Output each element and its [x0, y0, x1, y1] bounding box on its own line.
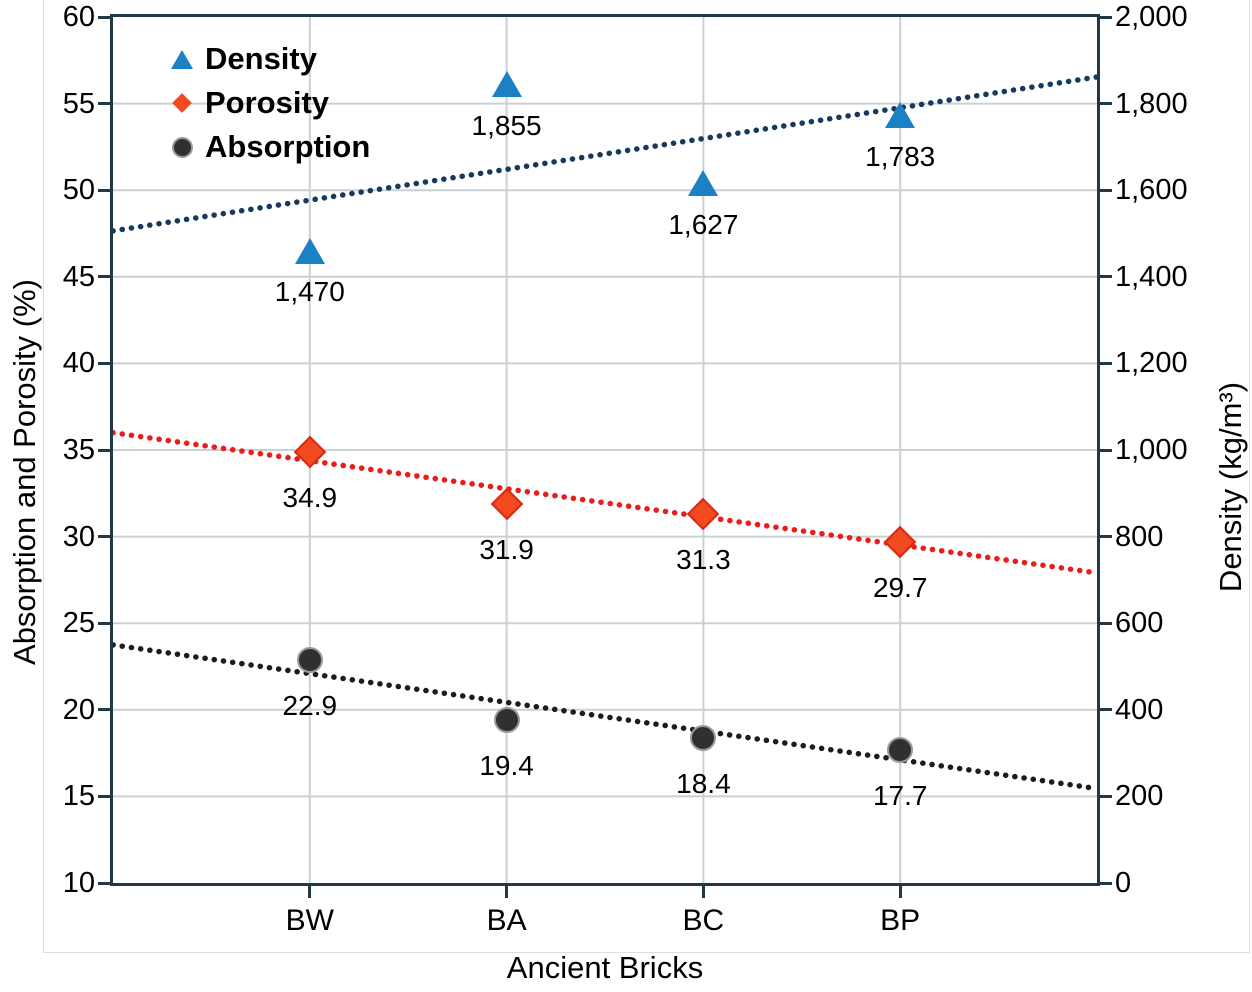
point-label-absorption-ba: 19.4: [479, 750, 534, 782]
right-axis-tick-label: 1,000: [1115, 434, 1188, 466]
point-label-porosity-bc: 31.3: [676, 544, 731, 576]
legend-label: Density: [205, 41, 317, 76]
right-axis-tick-label: 0: [1115, 867, 1132, 899]
left-axis-tick: [98, 102, 113, 106]
diamond-glyph: [172, 93, 192, 113]
right-axis-tick: [1097, 794, 1112, 798]
left-axis-tick-label: 10: [62, 867, 95, 899]
x-tick-label-ba: BA: [486, 904, 527, 937]
left-axis-tick: [98, 621, 113, 625]
left-axis-tick: [98, 275, 113, 279]
right-axis-tick: [1097, 15, 1112, 19]
markers-layer: [113, 17, 1097, 883]
marker-density-bw: [294, 237, 325, 264]
marker-absorption-bw: [296, 646, 323, 673]
right-axis-tick-label: 1,200: [1115, 347, 1188, 380]
point-label-porosity-bw: 34.9: [282, 481, 338, 513]
point-label-porosity-ba: 31.9: [479, 533, 534, 565]
right-axis-tick-label: 400: [1115, 693, 1164, 726]
left-axis-tick-label: 45: [62, 260, 95, 293]
x-tick-label-bw: BW: [285, 904, 334, 937]
left-axis-tick-label: 15: [62, 780, 95, 813]
porosity-marker-icon: [167, 93, 197, 113]
point-label-density-bw: 1,470: [274, 276, 345, 308]
left-axis-tick-label: 35: [62, 434, 95, 466]
right-axis-tick-label: 1,600: [1115, 174, 1188, 207]
marker-absorption-bc: [690, 724, 717, 751]
x-axis-tick: [701, 883, 705, 898]
right-axis-tick: [1097, 188, 1112, 192]
point-label-density-ba: 1,855: [471, 109, 542, 141]
right-axis-tick-label: 2,000: [1115, 1, 1188, 33]
left-axis-tick-label: 20: [62, 693, 95, 726]
right-axis-tick: [1097, 621, 1112, 625]
right-axis-tick-label: 200: [1115, 780, 1164, 813]
legend-item-density: Density: [167, 37, 370, 81]
trendline-density: [113, 74, 1097, 234]
marker-absorption-bp: [887, 736, 914, 763]
marker-density-bc: [688, 170, 719, 196]
right-axis-tick: [1097, 275, 1112, 279]
right-axis-tick: [1097, 361, 1112, 365]
right-axis-tick: [1097, 535, 1112, 539]
right-axis-tick-label: 1,800: [1115, 87, 1188, 120]
point-label-density-bc: 1,627: [668, 208, 739, 240]
right-axis-tick: [1097, 708, 1112, 712]
right-axis-tick-label: 600: [1115, 607, 1164, 640]
x-axis-tick: [505, 883, 509, 898]
point-label-density-bp: 1,783: [865, 140, 936, 172]
left-axis-tick: [98, 708, 113, 712]
legend-label: Absorption: [205, 129, 371, 164]
left-axis-tick-label: 40: [62, 347, 95, 380]
left-axis-tick: [98, 15, 113, 19]
point-label-porosity-bp: 29.7: [872, 571, 928, 603]
point-labels-layer: 1,470 1,855 1,627 1,783 34.9 31.9 31.3 29.7 22.9…: [113, 17, 1097, 883]
left-axis-tick-label: 55: [62, 87, 95, 120]
circle-glyph: [171, 136, 193, 158]
legend-item-absorption: Absorption: [167, 125, 370, 169]
point-label-absorption-bp: 17.7: [872, 779, 928, 811]
right-axis-tick: [1097, 881, 1112, 885]
left-axis-tick-label: 30: [62, 520, 95, 553]
x-tick-label-bc: BC: [682, 904, 725, 937]
legend-item-porosity: Porosity: [167, 81, 370, 125]
left-axis-tick: [98, 794, 113, 798]
right-axis-tick: [1097, 448, 1112, 452]
trendline-absorption: [113, 642, 1097, 792]
right-axis-title: Density (kg/m³): [1213, 381, 1248, 593]
marker-density-bp: [885, 102, 916, 129]
x-tick-label-bp: BP: [880, 904, 921, 937]
left-axis-tick: [98, 361, 113, 365]
left-axis-tick: [98, 188, 113, 192]
right-axis-tick-label: 800: [1115, 520, 1164, 553]
legend-label: Porosity: [205, 85, 330, 120]
left-axis-tick-label: 50: [62, 174, 95, 207]
x-axis-tick: [898, 883, 902, 898]
triangle-glyph: [171, 49, 193, 69]
marker-density-ba: [491, 71, 522, 98]
left-axis-tick: [98, 881, 113, 885]
x-axis-title: Ancient Bricks: [506, 950, 704, 985]
point-label-absorption-bw: 22.9: [282, 689, 338, 721]
left-axis-title: Absorption and Porosity (%): [7, 279, 42, 665]
absorption-marker-icon: [167, 136, 197, 158]
left-axis-tick-label: 60: [62, 1, 95, 33]
legend: Density Porosity Absorption: [167, 37, 370, 169]
left-axis-tick: [98, 535, 113, 539]
density-marker-icon: [167, 49, 197, 69]
left-axis-tick: [98, 448, 113, 452]
left-axis-tick-label: 25: [62, 607, 95, 640]
plot-area: 1,470 1,855 1,627 1,783 34.9 31.9 31.3 29.7 22.9…: [110, 14, 1100, 886]
trendline-porosity: [113, 429, 1097, 576]
marker-absorption-ba: [493, 707, 520, 734]
right-axis-tick-label: 1,400: [1115, 260, 1188, 293]
x-axis-tick: [308, 883, 312, 898]
point-label-absorption-bc: 18.4: [676, 767, 731, 799]
right-axis-tick: [1097, 102, 1112, 106]
